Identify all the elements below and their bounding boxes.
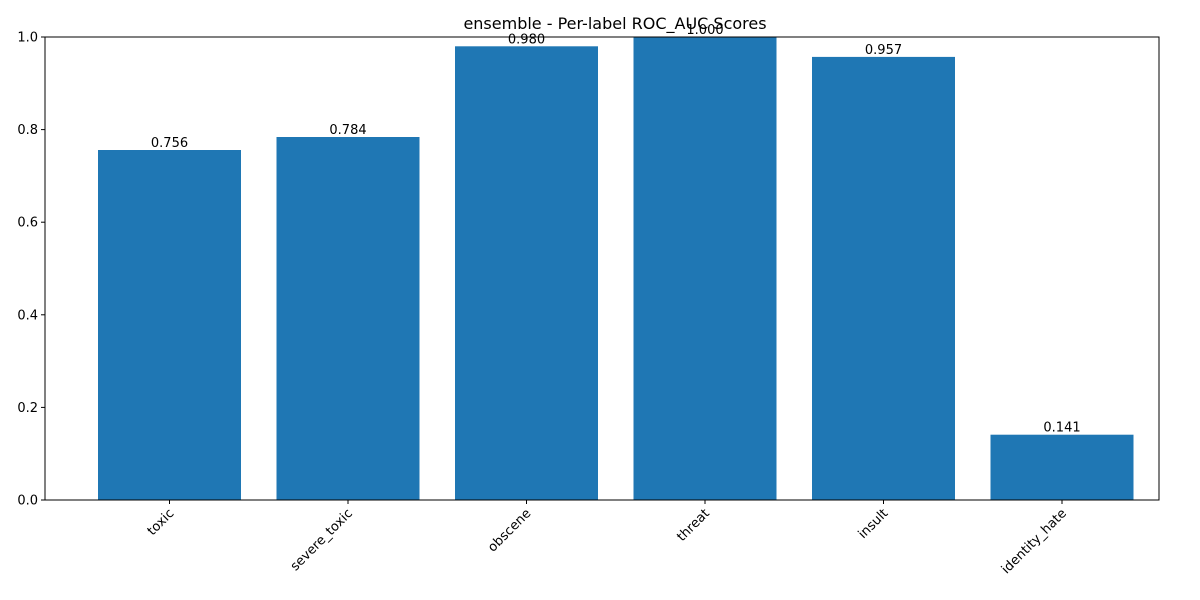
bar-insult bbox=[812, 56, 955, 501]
bars-group bbox=[98, 37, 1134, 501]
bar-severe-toxic bbox=[276, 137, 420, 500]
data-labels-group: 0.756 0.784 0.980 1.000 0.957 0.141 bbox=[151, 23, 1081, 436]
y-tick-label: 0.6 bbox=[17, 216, 38, 231]
data-label-obscene: 0.980 bbox=[508, 32, 545, 47]
data-label-severe-toxic: 0.784 bbox=[329, 123, 366, 138]
data-label-threat: 1.000 bbox=[686, 23, 723, 38]
data-label-identity-hate: 0.141 bbox=[1043, 421, 1080, 436]
x-tick-label: insult bbox=[856, 506, 892, 542]
y-tick-label: 1.0 bbox=[17, 31, 38, 46]
y-tick-label: 0.4 bbox=[17, 308, 38, 323]
y-tick-label: 0.8 bbox=[17, 123, 38, 138]
bar-identity-hate bbox=[990, 434, 1134, 500]
chart-title: ensemble - Per-label ROC_AUC Scores bbox=[463, 14, 766, 34]
x-tick-label: toxic bbox=[145, 506, 178, 539]
plot-frame bbox=[44, 36, 1160, 501]
x-axis: toxic severe_toxic obscene threat insult iden… bbox=[145, 500, 1070, 577]
y-tick-label: 0.2 bbox=[17, 401, 38, 416]
y-tick-label: 0.0 bbox=[17, 494, 38, 509]
bar-toxic bbox=[98, 150, 241, 500]
x-tick-label: identity_hate bbox=[999, 506, 1070, 577]
bar-threat bbox=[633, 37, 777, 500]
bar-obscene bbox=[455, 46, 598, 501]
data-label-insult: 0.957 bbox=[865, 43, 902, 58]
x-tick-label: obscene bbox=[485, 506, 534, 555]
x-tick-label: severe_toxic bbox=[288, 506, 356, 574]
y-axis: 0.0 0.2 0.4 0.6 0.8 1.0 bbox=[17, 31, 45, 509]
x-tick-label: threat bbox=[674, 506, 713, 545]
data-label-toxic: 0.756 bbox=[151, 136, 188, 151]
